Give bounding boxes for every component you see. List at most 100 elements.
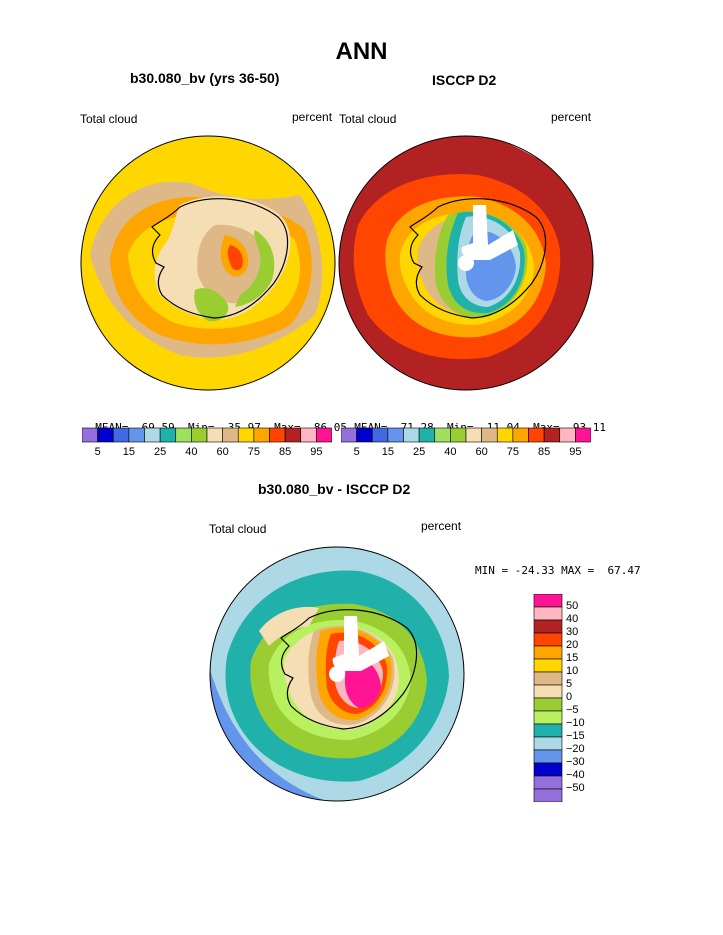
p2-colorbar-swatch bbox=[403, 427, 420, 443]
panel2-title: ISCCP D2 bbox=[432, 72, 497, 88]
p2-colorbar-swatch bbox=[575, 427, 591, 443]
diff-colorbar-tick-label: −40 bbox=[566, 769, 585, 781]
p1-fill-green-ross bbox=[194, 288, 229, 322]
diff-colorbar-swatch bbox=[533, 658, 563, 673]
p2-colorbar-tick-label: 75 bbox=[506, 446, 519, 458]
diff-colorbar-tick-label: −20 bbox=[566, 743, 585, 755]
p2-colorbar-swatch bbox=[481, 427, 498, 443]
diff-colorbar-tick-label: −5 bbox=[566, 704, 579, 716]
panel2-units-label: percent bbox=[551, 110, 592, 124]
diff-colorbar-tick-label: 5 bbox=[566, 678, 573, 690]
p2-colorbar-swatch bbox=[341, 427, 357, 443]
p2-colorbar-swatch bbox=[450, 427, 467, 443]
p1-colorbar-swatch bbox=[253, 427, 270, 443]
p1-colorbar-tick-label: 95 bbox=[310, 446, 323, 458]
panel1-variable-label: Total cloud bbox=[80, 112, 138, 126]
diff-colorbar-swatch bbox=[533, 710, 563, 725]
p1-colorbar-swatch bbox=[128, 427, 145, 443]
diff-colorbar-tick-label: −10 bbox=[566, 717, 585, 729]
panel2-map bbox=[338, 135, 594, 391]
diff-colorbar-swatch bbox=[533, 775, 563, 790]
p1-colorbar-swatch bbox=[300, 427, 317, 443]
diff-colorbar-tick-label: 30 bbox=[566, 626, 579, 638]
diff-minmax: MIN = -24.33 MAX = 67.47 bbox=[475, 564, 641, 577]
p1-colorbar-tick-label: 40 bbox=[185, 446, 198, 458]
diff-colorbar-swatch bbox=[533, 697, 563, 712]
diff-colorbar-tick-label: 10 bbox=[566, 665, 579, 677]
p1-colorbar-tick-label: 25 bbox=[154, 446, 167, 458]
panel1-title: b30.080_bv (yrs 36-50) bbox=[130, 70, 280, 86]
p1-colorbar-swatch bbox=[222, 427, 239, 443]
panel1-map bbox=[80, 135, 336, 391]
p2-colorbar-swatch bbox=[559, 427, 576, 443]
p2-colorbar-tick-label: 60 bbox=[475, 446, 488, 458]
p1-coastline bbox=[151, 198, 289, 319]
p1-colorbar-swatch bbox=[97, 427, 114, 443]
diff-colorbar-tick-label: −15 bbox=[566, 730, 585, 742]
diff-colorbar-tick-label: 0 bbox=[566, 691, 573, 703]
diff-colorbar-swatch bbox=[533, 632, 563, 647]
diff-colorbar-swatch bbox=[533, 788, 563, 802]
diff-units-label: percent bbox=[421, 519, 462, 533]
p2-colorbar-swatch bbox=[496, 427, 514, 443]
p1-colorbar-swatch bbox=[144, 427, 161, 443]
p2-coastline bbox=[409, 198, 547, 319]
main-title: ANN bbox=[335, 38, 388, 65]
p1-fill-green bbox=[235, 230, 275, 307]
p1-map-border bbox=[80, 135, 336, 391]
panel1-colorbar bbox=[82, 427, 332, 443]
p2-colorbar-swatch bbox=[418, 427, 436, 443]
diff-colorbar-swatch bbox=[533, 671, 563, 686]
p2-colorbar-swatch bbox=[512, 427, 529, 443]
diff-colorbar-swatch bbox=[533, 749, 563, 764]
p2-fill-white-pole bbox=[458, 255, 474, 271]
diff-colorbar-swatch bbox=[533, 606, 563, 621]
diff-map bbox=[209, 546, 465, 802]
p1-colorbar-tick-label: 15 bbox=[122, 446, 135, 458]
diff-fill-white-pole bbox=[329, 666, 345, 682]
diff-colorbar-swatch bbox=[533, 723, 563, 738]
diff-colorbar-tick-label: 20 bbox=[566, 639, 579, 651]
p2-colorbar-swatch bbox=[387, 427, 404, 443]
p2-colorbar-swatch bbox=[434, 427, 451, 443]
panel2-colorbar-labels: 5 15 25 40 60 75 85 95 bbox=[341, 446, 591, 460]
diff-colorbar-tick-label: −30 bbox=[566, 756, 585, 768]
p2-colorbar-swatch bbox=[543, 427, 561, 443]
diff-colorbar-tick-label: 40 bbox=[566, 613, 579, 625]
p1-colorbar-swatch bbox=[284, 427, 302, 443]
diff-colorbar-swatch bbox=[533, 736, 563, 751]
p2-colorbar-tick-label: 25 bbox=[413, 446, 426, 458]
diff-colorbar-tick-label: 15 bbox=[566, 652, 579, 664]
diff-map-border bbox=[209, 546, 465, 802]
diff-colorbar-swatch bbox=[533, 619, 563, 634]
p2-map-border bbox=[338, 135, 594, 391]
p1-colorbar-swatch bbox=[82, 427, 98, 443]
p2-colorbar-swatch bbox=[356, 427, 373, 443]
p2-colorbar-swatch bbox=[465, 427, 482, 443]
panel1-units-label: percent bbox=[292, 110, 333, 124]
diff-colorbar-tick-label: 50 bbox=[566, 600, 579, 612]
p2-colorbar-tick-label: 5 bbox=[353, 446, 360, 458]
diff-fill-wheat-peninsula bbox=[259, 606, 319, 646]
diff-colorbar-tick-label: −50 bbox=[566, 782, 585, 794]
diff-coastline bbox=[280, 609, 418, 730]
p1-colorbar-swatch bbox=[175, 427, 192, 443]
p1-colorbar-swatch bbox=[237, 427, 255, 443]
diff-fill-white-gaps bbox=[332, 616, 389, 671]
p1-colorbar-tick-label: 5 bbox=[94, 446, 101, 458]
p2-colorbar-tick-label: 95 bbox=[569, 446, 582, 458]
diff-colorbar-swatch bbox=[533, 594, 563, 608]
p1-fill-red-core bbox=[227, 245, 243, 271]
p1-colorbar-tick-label: 60 bbox=[216, 446, 229, 458]
panel1-colorbar-labels: 5 15 25 40 60 75 85 95 bbox=[82, 446, 332, 460]
diff-colorbar bbox=[533, 594, 563, 802]
p2-colorbar-swatch bbox=[528, 427, 545, 443]
p1-colorbar-swatch bbox=[159, 427, 177, 443]
diff-variable-label: Total cloud bbox=[209, 522, 267, 536]
p1-colorbar-swatch bbox=[191, 427, 208, 443]
diff-title: b30.080_bv - ISCCP D2 bbox=[258, 481, 411, 497]
p1-colorbar-swatch bbox=[269, 427, 286, 443]
diff-colorbar-swatch bbox=[533, 645, 563, 660]
p1-colorbar-swatch bbox=[316, 427, 332, 443]
p2-colorbar-tick-label: 40 bbox=[444, 446, 457, 458]
